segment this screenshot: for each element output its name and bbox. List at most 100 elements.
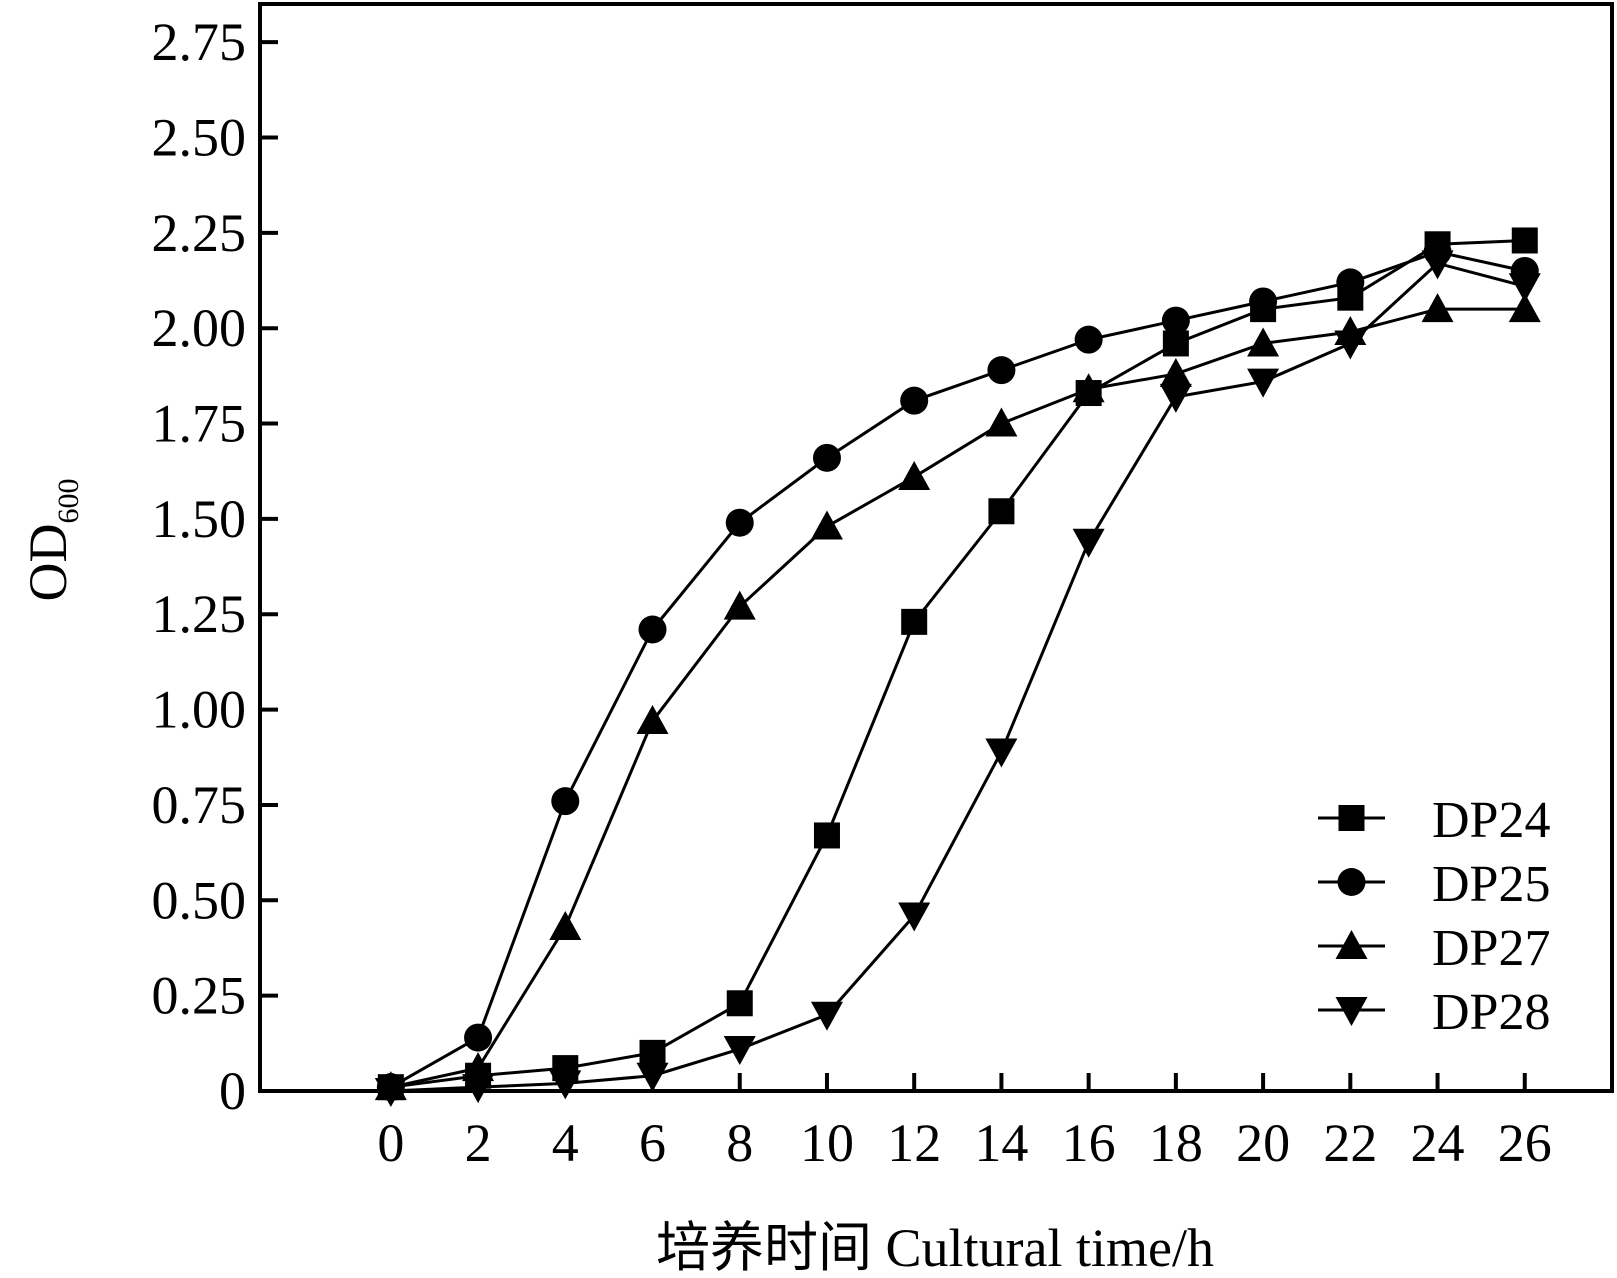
- data-point-dp28: [549, 1070, 582, 1100]
- data-point-dp24: [901, 608, 928, 635]
- data-point-dp27: [549, 910, 582, 940]
- y-tick-label: 1.50: [152, 489, 247, 549]
- data-point-dp24: [1162, 330, 1189, 357]
- legend-label: DP27: [1432, 920, 1550, 977]
- x-tick-label: 6: [639, 1113, 666, 1173]
- data-point-dp27: [1421, 293, 1454, 323]
- legend-label: DP28: [1432, 984, 1550, 1041]
- x-tick-label: 0: [377, 1113, 404, 1173]
- series-line-dp27: [390, 307, 1525, 1089]
- x-tick-label: 18: [1149, 1113, 1203, 1173]
- y-axis-title-main: OD: [18, 524, 78, 602]
- legend-label: DP25: [1432, 856, 1550, 913]
- data-point-dp27: [462, 1052, 495, 1082]
- series-dp25: [376, 237, 1539, 1102]
- x-tick-label: 24: [1411, 1113, 1465, 1173]
- data-point-dp25: [1161, 306, 1190, 335]
- data-point-dp28: [810, 1001, 843, 1031]
- data-point-dp25: [987, 356, 1016, 385]
- y-axis-title: OD600: [18, 479, 85, 602]
- y-tick-label: 2.75: [152, 12, 247, 72]
- x-axis-title: 培养时间 Cultural time/h: [656, 1218, 1214, 1278]
- series-layer: [374, 227, 1541, 1107]
- plot-border: [258, 2, 1614, 1093]
- legend-item-dp27: DP27: [1318, 920, 1550, 977]
- legend-item-dp25: DP25: [1318, 856, 1550, 913]
- data-point-dp27: [1072, 373, 1105, 403]
- data-point-dp25: [551, 787, 580, 816]
- series-dp27: [374, 293, 1541, 1101]
- y-tick-label: 0.25: [152, 966, 247, 1026]
- y-axis: 0 0.25 0.50 0.75 1.00 1.25 1.50 1.75 2.00 2.25 2.5…: [152, 12, 278, 1121]
- legend-marker: [1337, 868, 1366, 896]
- y-tick-label: 0.75: [152, 775, 247, 835]
- x-tick-label: 12: [887, 1113, 941, 1173]
- x-tick-label: 14: [974, 1113, 1028, 1173]
- data-point-dp27: [723, 590, 756, 620]
- x-tick-label: 26: [1498, 1113, 1552, 1173]
- data-point-dp24: [726, 990, 753, 1017]
- data-point-dp27: [985, 407, 1018, 437]
- data-point-dp25: [1336, 268, 1365, 297]
- y-tick-label: 2.50: [152, 107, 247, 167]
- legend-item-dp28: DP28: [1318, 984, 1550, 1041]
- data-point-dp27: [1508, 293, 1541, 323]
- series-line-dp24: [390, 238, 1525, 1089]
- y-tick-label: 2.00: [152, 298, 247, 358]
- data-point-dp25: [1249, 287, 1278, 316]
- data-point-dp25: [638, 615, 667, 644]
- x-tick-label: 8: [726, 1113, 753, 1173]
- x-tick-label: 22: [1323, 1113, 1377, 1173]
- data-point-dp28: [1159, 383, 1192, 413]
- data-point-dp28: [1508, 273, 1541, 303]
- plot-frame: [258, 2, 1614, 1093]
- data-point-dp27: [898, 460, 931, 490]
- data-point-dp27: [810, 510, 843, 540]
- x-tick-label: 20: [1236, 1113, 1290, 1173]
- data-point-dp24: [988, 498, 1015, 525]
- data-point-dp28: [636, 1062, 669, 1092]
- y-tick-label: 1.75: [152, 394, 247, 454]
- data-point-dp25: [464, 1023, 493, 1052]
- y-axis-title-subscript: 600: [52, 479, 85, 524]
- y-tick-label: 0.50: [152, 870, 247, 930]
- x-tick-label: 10: [800, 1113, 854, 1173]
- data-point-dp25: [812, 443, 841, 472]
- series-dp24: [377, 227, 1538, 1101]
- y-tick-label: 0: [219, 1061, 246, 1121]
- data-point-dp27: [636, 705, 669, 735]
- data-point-dp27: [1247, 327, 1280, 357]
- data-point-dp25: [725, 508, 754, 537]
- y-tick-label: 1.25: [152, 584, 247, 644]
- series-line-dp28: [390, 261, 1526, 1093]
- data-point-dp28: [985, 738, 1018, 768]
- data-point-dp28: [1072, 528, 1105, 558]
- legend-item-dp24: DP24: [1318, 792, 1550, 849]
- data-point-dp27: [1159, 357, 1192, 387]
- x-tick-label: 4: [552, 1113, 579, 1173]
- data-point-dp28: [1334, 330, 1367, 360]
- data-point-dp28: [898, 902, 931, 932]
- series-dp28: [374, 250, 1541, 1107]
- data-point-dp25: [900, 386, 929, 415]
- data-point-dp25: [1074, 325, 1103, 354]
- data-point-dp28: [1421, 250, 1454, 280]
- x-tick-label: 16: [1062, 1113, 1116, 1173]
- legend-label: DP24: [1432, 792, 1550, 849]
- y-tick-label: 2.25: [152, 203, 247, 263]
- legend-marker: [1335, 930, 1368, 959]
- data-point-dp24: [639, 1039, 666, 1066]
- legend: DP24 DP25 DP27 DP28: [1318, 792, 1550, 1041]
- x-axis: 0 2 4 6 8 10 12 14 16 18 20 22 24 26: [377, 1073, 1552, 1173]
- data-point-dp28: [374, 1078, 407, 1107]
- series-line-dp25: [390, 250, 1526, 1089]
- data-point-dp28: [723, 1036, 756, 1066]
- data-point-dp28: [462, 1074, 495, 1104]
- data-point-dp28: [1247, 368, 1280, 398]
- y-tick-label: 1.00: [152, 680, 247, 740]
- legend-marker: [1338, 805, 1365, 831]
- legend-marker: [1335, 997, 1368, 1026]
- x-tick-label: 2: [465, 1113, 492, 1173]
- data-point-dp24: [1511, 227, 1538, 254]
